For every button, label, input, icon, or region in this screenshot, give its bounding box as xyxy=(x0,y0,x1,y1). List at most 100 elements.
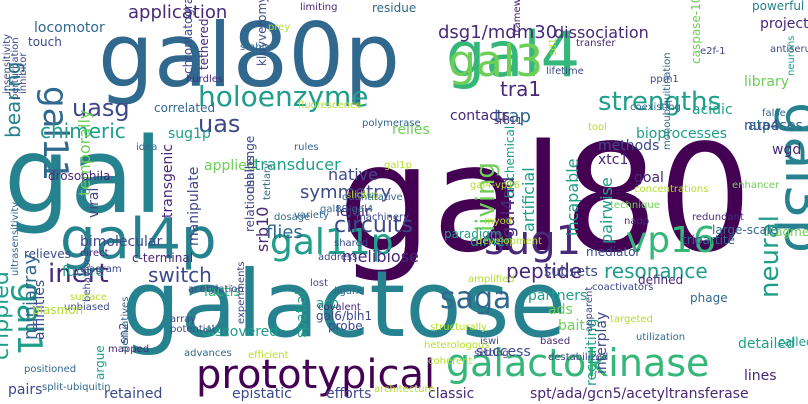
word-pairwise: pairwise xyxy=(597,177,616,244)
word-antiserum: antiserum xyxy=(770,44,808,55)
word-touch: touch xyxy=(28,35,62,49)
word-relieves: relieves xyxy=(24,247,71,261)
word-paradigm: paradigm xyxy=(444,227,502,241)
word-atp: atp xyxy=(316,296,339,312)
word-application: application xyxy=(128,2,227,23)
word-neurons: neurons xyxy=(786,36,797,76)
word-drosophila: drosophila xyxy=(48,169,110,183)
word-defined: defined xyxy=(638,273,683,287)
word-spatial: spatial xyxy=(294,291,310,338)
word-sd1: sd1 xyxy=(548,38,559,56)
word-split-ubiquitin: split-ubiquitin xyxy=(42,382,111,393)
word-acidic: acidic xyxy=(692,102,733,118)
word-destabilized: destabilized xyxy=(548,352,608,363)
word-chromatography: chromatography xyxy=(181,0,195,74)
word-gal: gal xyxy=(4,115,163,237)
word-mediator: mediator xyxy=(586,245,640,259)
word-gal3p: gal3p xyxy=(773,102,808,253)
word-galactokinase: galactokinase xyxy=(446,341,709,385)
word-epistatic: epistatic xyxy=(232,386,292,402)
word-transducer: transducer xyxy=(254,155,341,174)
word-limiting: limiting xyxy=(300,2,337,13)
word-iswi: iswi xyxy=(480,336,499,347)
word-gal80p: gal80p xyxy=(98,4,400,107)
word-interplay: interplay xyxy=(594,312,610,374)
word-sn2: sn2 xyxy=(117,323,131,345)
word-setting: setting xyxy=(474,348,509,359)
word-surface: surface xyxy=(70,292,107,303)
word-future: future xyxy=(62,264,104,280)
word-gal4-vp16: gal4-vp16 xyxy=(470,180,520,191)
word-leloir: leloir xyxy=(336,204,371,220)
word-dimer: dimer xyxy=(470,234,511,250)
word-recruiting: recruiting xyxy=(584,319,600,386)
word-gal80: gal80 xyxy=(338,113,752,285)
word-incapable: incapable xyxy=(563,158,582,236)
word-array: array xyxy=(170,314,196,325)
word-living: living xyxy=(471,162,501,232)
word-miniarray: miniarray xyxy=(20,254,41,340)
word-srb10: srb10 xyxy=(253,207,272,252)
word-trap: trap xyxy=(494,106,531,127)
word-fragments: fragments xyxy=(766,225,808,239)
word-probe: probe xyxy=(328,319,363,333)
word-success: success xyxy=(476,344,531,360)
word-native: native xyxy=(328,165,378,184)
word-coactivators: coactivators xyxy=(592,282,653,293)
word-development: development xyxy=(476,236,542,247)
word-inhibitor: inhibitor xyxy=(18,52,29,94)
word-called: called xyxy=(778,335,808,349)
word-symmetry: symmetry xyxy=(300,182,392,203)
word-redundant: redundant xyxy=(692,212,744,223)
word-apparent: apparent xyxy=(584,287,595,332)
word-powerful: powerful xyxy=(752,0,804,13)
word-neural: neural xyxy=(755,215,785,298)
word-resonance: resonance xyxy=(604,259,708,283)
word-goal: goal xyxy=(634,170,664,186)
word-address: address xyxy=(318,252,357,263)
word-lactis: lactis xyxy=(204,284,241,300)
word-melibiose: melibiose xyxy=(342,247,419,266)
word-targeted: targeted xyxy=(610,314,653,325)
word-gal6-blh1: gal6/blh1 xyxy=(316,309,372,323)
word-potential: potential xyxy=(170,324,214,335)
word-biochemical: biochemical xyxy=(503,126,517,198)
word-correlated: correlated xyxy=(154,101,215,115)
word-partners: partners xyxy=(528,288,587,304)
word-caspase-10: caspase-10 xyxy=(689,0,703,64)
word-bimolecular: bimolecular xyxy=(80,234,163,250)
word-rules: rules xyxy=(294,142,319,153)
word-discovered: discovered xyxy=(202,324,278,340)
word-shared: shared xyxy=(334,238,368,249)
word-relies: relies xyxy=(392,122,430,138)
word-artificial: artificial xyxy=(519,167,538,232)
word-variety: variety xyxy=(294,210,329,221)
word-e2f-1: e2f-1 xyxy=(700,46,725,57)
word-kluyveromyces: kluyveromyces xyxy=(255,0,269,66)
word-challenge: challenge xyxy=(243,136,257,194)
word-applied: applied xyxy=(204,158,256,174)
word-quantitative: quantitative xyxy=(342,192,403,203)
word-gal11p: gal11p xyxy=(270,222,394,263)
word-hurdles: hurdles xyxy=(186,74,223,85)
word-gal4p: gal4p xyxy=(60,207,217,272)
word-bearing: bearing xyxy=(1,62,25,138)
word-switch: switch xyxy=(148,263,212,287)
word-holoenzyme: holoenzyme xyxy=(198,80,369,113)
word-tertiary: tertiary xyxy=(262,163,273,200)
word-enhancer: enhancer xyxy=(732,180,780,191)
word-sliding: sliding xyxy=(346,190,379,201)
word-pairs: pairs xyxy=(8,382,42,398)
word-gal4: gal4 xyxy=(446,18,580,91)
word-dsg1-mdm30: dsg1/mdm30 xyxy=(438,22,557,43)
word-direct: direct xyxy=(80,248,109,259)
word-temporally: temporally xyxy=(75,110,94,196)
word-mapped: mapped xyxy=(108,344,149,355)
word-gal11: gal11 xyxy=(35,86,75,181)
word-behavior: behavior xyxy=(82,257,93,302)
word-gal80-gal4: gal80-gal4 xyxy=(320,204,373,215)
word-peptide: peptide xyxy=(506,259,582,283)
word-idea: idea xyxy=(136,142,157,153)
word-library: library xyxy=(744,74,789,90)
